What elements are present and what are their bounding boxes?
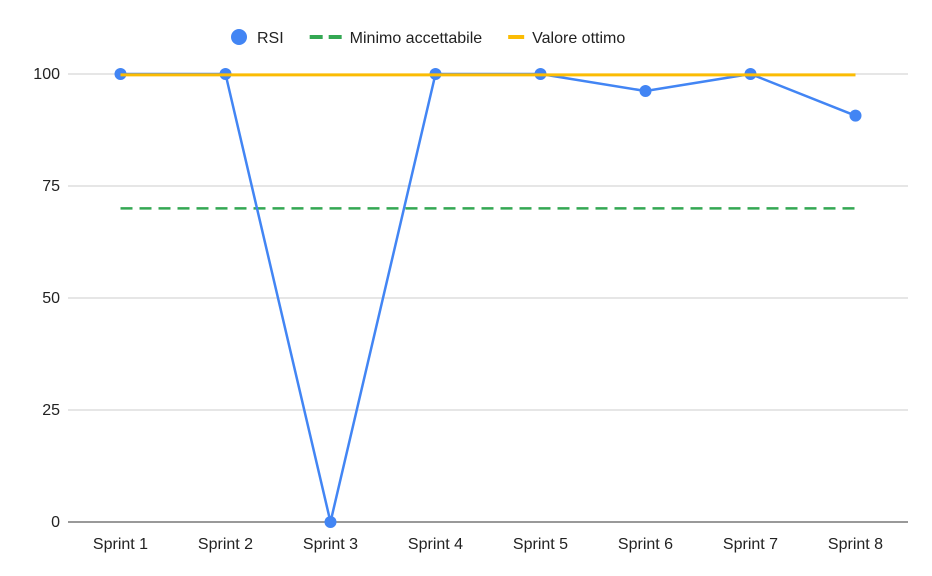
x-tick-label: Sprint 8 (828, 536, 883, 553)
legend-marker-dot (231, 29, 247, 45)
x-tick-label: Sprint 5 (513, 536, 568, 553)
x-tick-label: Sprint 2 (198, 536, 253, 553)
y-tick-label: 50 (42, 290, 60, 307)
y-tick-label: 75 (42, 178, 60, 195)
x-tick-label: Sprint 1 (93, 536, 148, 553)
gridlines (68, 73, 908, 411)
y-tick-label: 25 (42, 402, 60, 419)
x-tick-label: Sprint 3 (303, 536, 358, 553)
x-axis-ticks: Sprint 1 Sprint 2 Sprint 3 Sprint 4 Sprint 5… (93, 536, 883, 553)
legend-label: Minimo accettabile (350, 30, 483, 47)
x-tick-label: Sprint 6 (618, 536, 673, 553)
data-point (324, 516, 337, 528)
legend: RSI Minimo accettabile Valore ottimo (231, 29, 625, 47)
series-lines (114, 68, 862, 528)
y-tick-label: 0 (51, 514, 60, 531)
data-point (849, 109, 862, 122)
y-axis-ticks: 0 25 50 75 100 (33, 66, 60, 531)
y-tick-label: 100 (33, 66, 60, 83)
data-point (639, 85, 652, 98)
x-tick-label: Sprint 4 (408, 536, 463, 553)
legend-label: RSI (257, 30, 284, 47)
legend-label: Valore ottimo (532, 30, 625, 47)
x-tick-label: Sprint 7 (723, 536, 778, 553)
